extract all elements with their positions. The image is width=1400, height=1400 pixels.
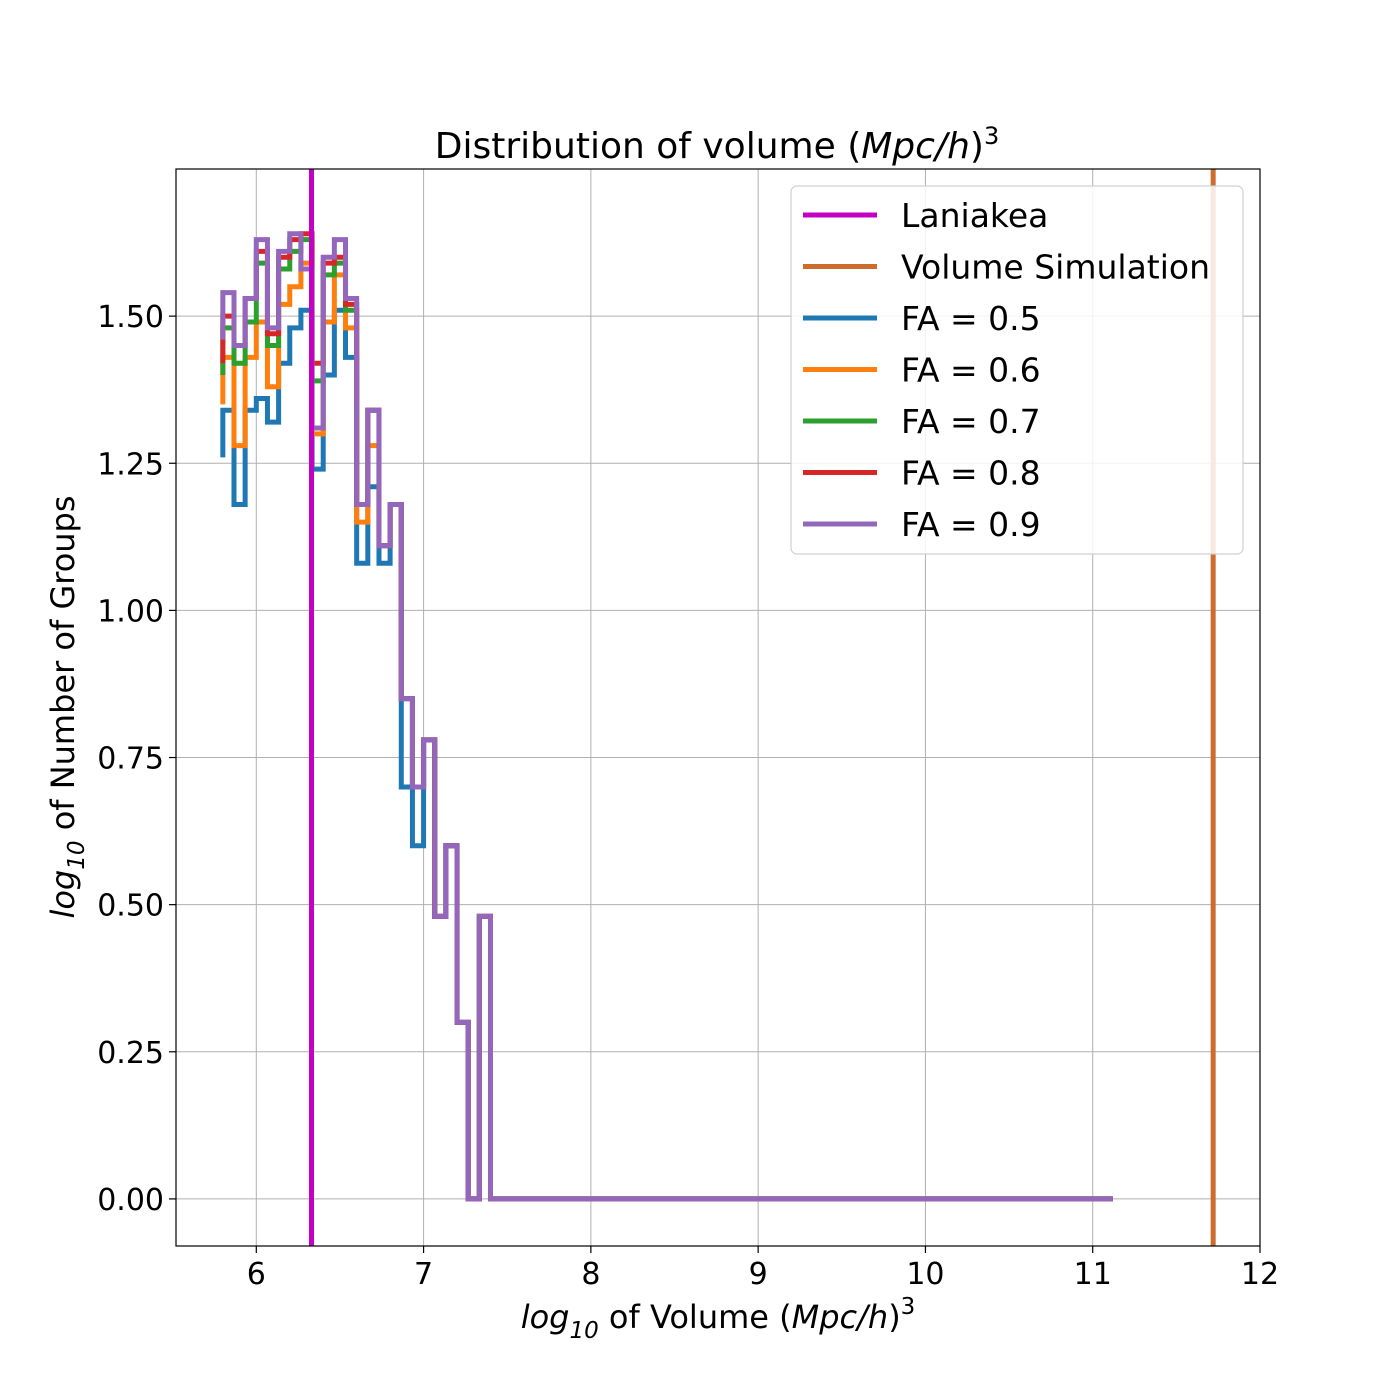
y-tick-label: 1.50 [97,300,164,335]
legend-label: Laniakea [901,196,1048,235]
plot-area [175,168,1261,1247]
chart-title: Distribution of volume (Mpc/h)3 [435,122,999,167]
x-axis-label: log10 of Volume (Mpc/h)3 [521,1294,916,1344]
x-tick-label: 10 [906,1257,944,1292]
x-tick-label: 6 [247,1257,266,1292]
legend-label: Volume Simulation [901,248,1210,287]
plot-frame [175,168,1261,1247]
y-tick-label: 0.00 [97,1183,164,1218]
x-tick-label: 11 [1074,1257,1112,1292]
y-tick-label: 0.75 [97,742,164,777]
legend-label: FA = 0.6 [901,351,1041,390]
x-tick-label: 7 [414,1257,433,1292]
x-tick-label: 12 [1241,1257,1279,1292]
legend-label: FA = 0.9 [901,505,1041,544]
x-tick-label: 9 [749,1257,768,1292]
y-tick-label: 0.50 [97,889,164,924]
y-axis-label: log10 of Number of Groups [44,495,90,918]
y-tick-label: 1.00 [97,594,164,629]
grid [176,169,1261,1246]
legend-box [790,185,1244,555]
x-axis-ticks: 6 7 8 9 10 11 12 [247,1246,1279,1292]
legend-label: FA = 0.8 [901,454,1041,493]
legend-label: FA = 0.5 [901,299,1041,338]
y-axis-ticks: 0.00 0.25 0.50 0.75 1.00 1.25 1.50 [97,300,176,1218]
y-tick-label: 0.25 [97,1036,164,1071]
x-tick-label: 8 [581,1257,600,1292]
series-line [220,231,1113,1202]
legend-label: FA = 0.7 [901,402,1041,441]
y-tick-label: 1.25 [97,447,164,482]
series-group [220,231,1113,1202]
legend: Laniakea Volume Simulation FA = 0.5 FA = 0.… [790,185,1244,555]
